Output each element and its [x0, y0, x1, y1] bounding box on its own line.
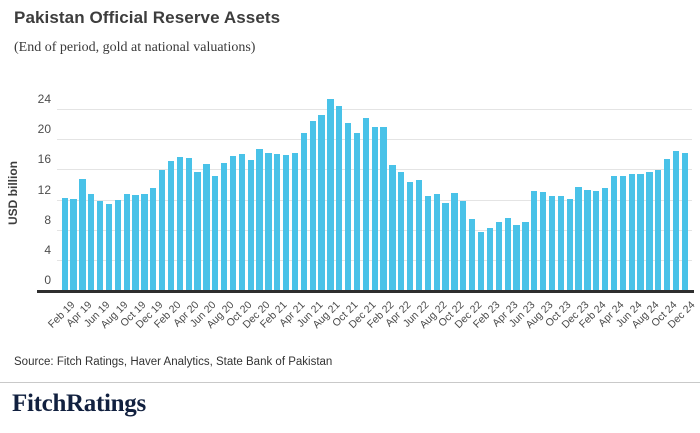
bar-mar-22 [389, 165, 396, 291]
bar-jun-19 [96, 200, 104, 291]
bar-oct-22 [451, 193, 458, 291]
bar-mar-24 [601, 187, 609, 291]
bar-may-24 [619, 176, 626, 291]
bar-jan-24 [584, 190, 591, 291]
bar-may-23 [513, 224, 520, 291]
bar-jul-19 [105, 203, 113, 291]
bar-oct-21 [345, 122, 352, 291]
bar-nov-20 [247, 159, 254, 291]
x-axis-line [37, 290, 694, 293]
bar-mar-21 [283, 155, 290, 291]
bar-apr-21 [291, 153, 299, 291]
bar-sep-20 [229, 156, 237, 291]
bar-mar-20 [176, 156, 183, 291]
bar-aug-21 [327, 98, 334, 291]
bar-oct-19 [132, 195, 139, 291]
bar-feb-20 [167, 161, 175, 291]
y-tick-16: 16 [37, 152, 51, 167]
y-tick-24: 24 [37, 92, 51, 107]
bar-apr-23 [504, 217, 511, 291]
source-note: Source: Fitch Ratings, Haver Analytics, … [14, 356, 333, 368]
bar-feb-23 [486, 227, 494, 291]
bar-may-20 [194, 171, 201, 291]
bar-oct-24 [663, 159, 671, 291]
bar-may-22 [407, 181, 414, 291]
bar-jun-22 [415, 180, 423, 291]
bar-apr-24 [610, 176, 618, 291]
y-tick-12: 12 [37, 182, 51, 197]
bar-dec-20 [256, 149, 263, 291]
plot-area [57, 95, 692, 291]
footer-divider [0, 382, 700, 383]
bar-aug-24 [646, 171, 653, 291]
bar-jul-24 [637, 174, 644, 291]
bar-aug-20 [220, 162, 228, 291]
bar-feb-22 [380, 126, 387, 291]
bar-nov-22 [460, 201, 467, 291]
bar-sep-21 [336, 106, 343, 291]
bar-feb-19 [61, 198, 68, 291]
bar-apr-19 [79, 178, 86, 291]
bar-jan-20 [158, 170, 166, 291]
y-tick-0: 0 [44, 273, 51, 287]
bar-sep-22 [442, 202, 449, 291]
bar-feb-24 [593, 190, 600, 291]
bar-aug-19 [114, 199, 121, 291]
bar-oct-23 [557, 196, 564, 291]
bar-jun-23 [522, 221, 529, 291]
bar-apr-20 [185, 158, 192, 291]
y-tick-4: 4 [44, 242, 51, 257]
bar-dec-24 [681, 153, 688, 291]
bar-nov-24 [672, 150, 680, 291]
bar-may-21 [300, 132, 308, 291]
bar-jan-22 [371, 126, 378, 291]
chart-subtitle: (End of period, gold at national valuati… [14, 40, 256, 55]
bar-apr-22 [398, 171, 405, 291]
y-tick-20: 20 [37, 122, 51, 137]
bar-jun-21 [309, 120, 316, 291]
bar-jun-24 [628, 174, 635, 291]
bar-jul-22 [424, 196, 432, 291]
bar-jul-20 [212, 176, 219, 291]
bar-dec-22 [469, 218, 476, 291]
bar-mar-23 [495, 221, 502, 291]
page-title: Pakistan Official Reserve Assets [14, 8, 281, 27]
bar-dec-21 [362, 117, 370, 291]
bar-aug-23 [539, 191, 547, 291]
bar-may-19 [88, 193, 95, 291]
bar-sep-19 [123, 193, 130, 291]
y-axis: 0 4 8 12 16 20 24 [0, 92, 51, 291]
bar-jun-20 [203, 163, 210, 291]
bar-oct-20 [238, 153, 245, 291]
bar-mar-19 [70, 199, 77, 291]
gridline-24 [57, 109, 692, 111]
bar-aug-22 [433, 193, 440, 291]
bar-jul-23 [531, 190, 538, 291]
y-tick-8: 8 [44, 212, 51, 227]
bar-feb-21 [274, 153, 281, 291]
bar-dec-19 [150, 187, 157, 291]
fitch-ratings-logo: FitchRatings [12, 390, 146, 417]
bar-jul-21 [318, 114, 325, 291]
bar-sep-24 [655, 170, 662, 291]
bar-dec-23 [575, 186, 582, 291]
bar-jan-21 [265, 153, 272, 291]
x-axis: Feb 19 Apr 19 Jun 19 Aug 19 Oct 19 Dec 19 Feb … [46, 293, 698, 345]
bar-nov-21 [353, 132, 361, 291]
bar-jan-23 [477, 232, 485, 291]
bar-nov-19 [141, 193, 148, 291]
bar-sep-23 [548, 196, 556, 291]
bar-nov-23 [566, 199, 573, 291]
